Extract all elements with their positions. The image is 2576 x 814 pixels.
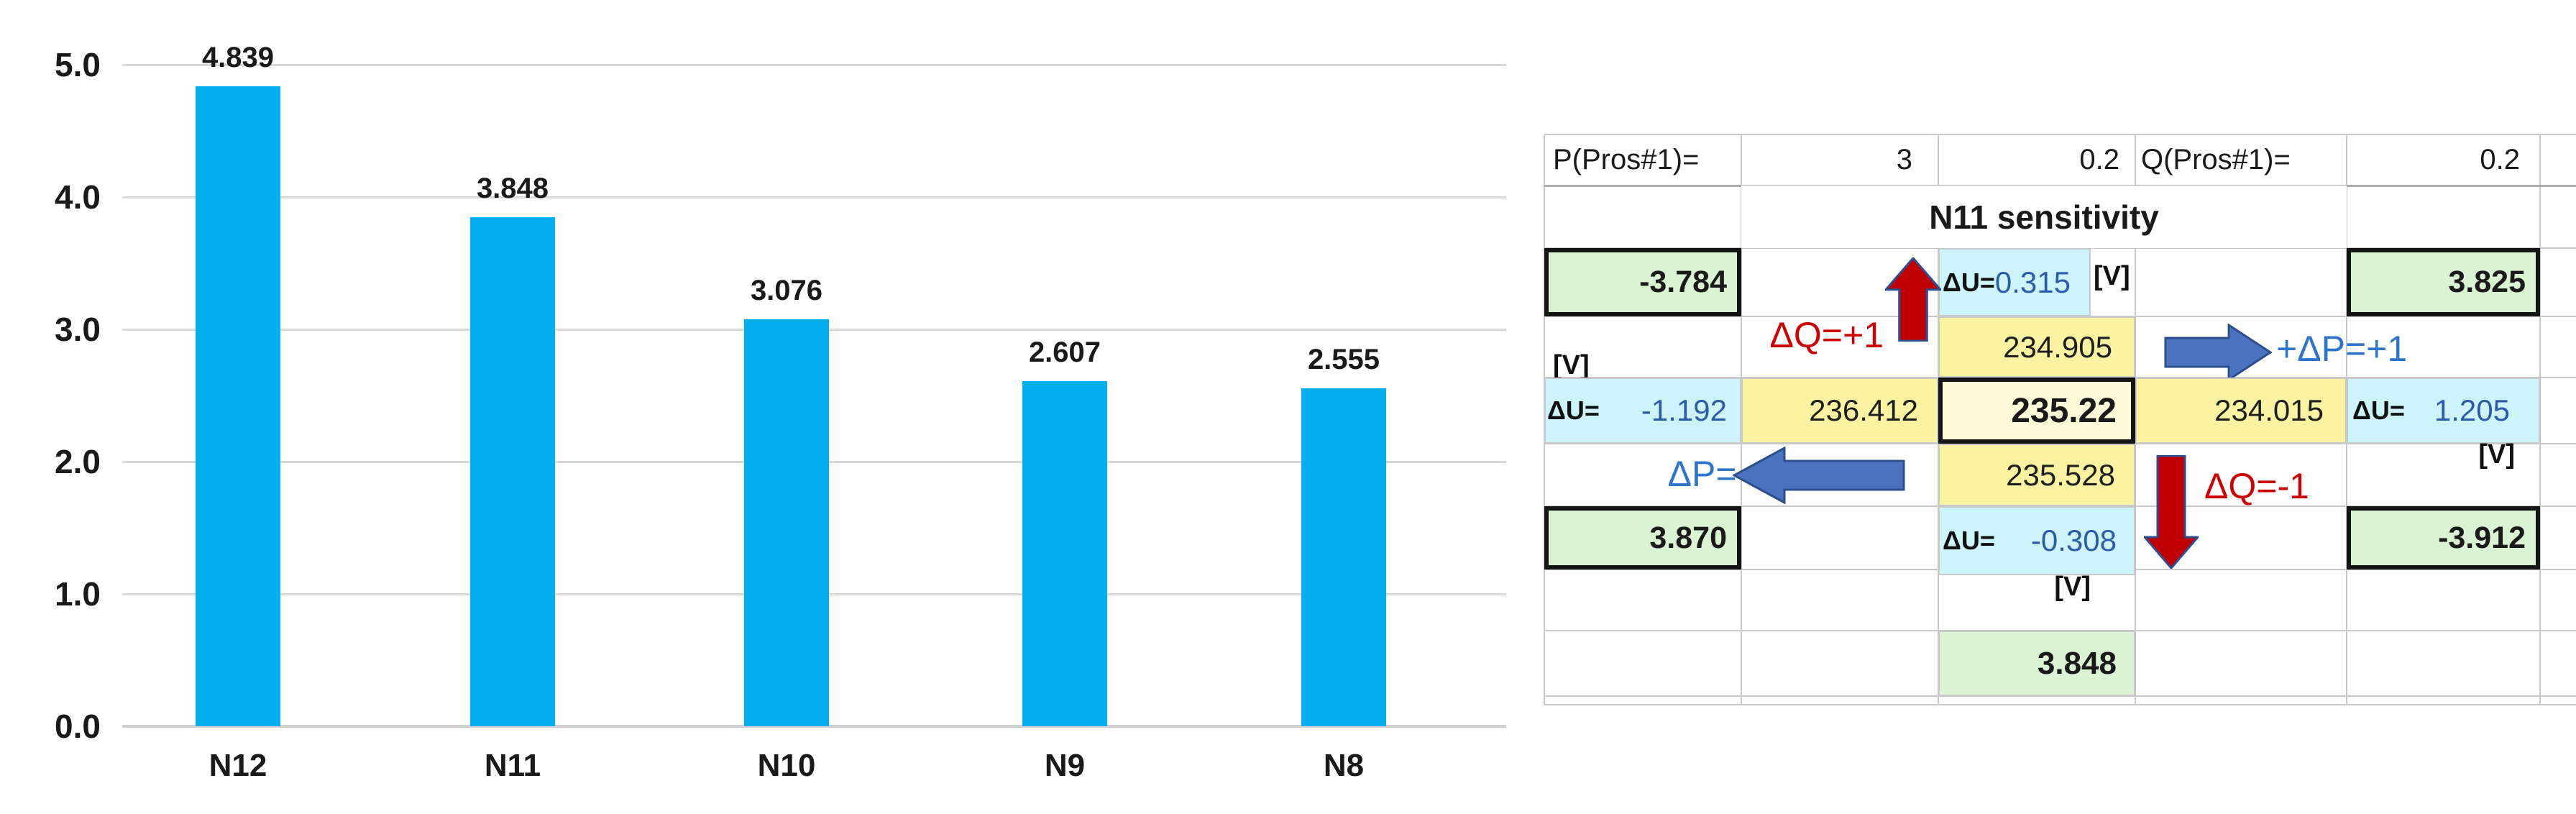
bar-value-label: 3.076 — [750, 275, 823, 306]
bar-value-label: 2.607 — [1028, 337, 1101, 368]
volt-unit-left-top: [V] — [1553, 350, 1590, 380]
gridline — [122, 725, 1506, 728]
y-axis-tick-label: 5.0 — [55, 46, 101, 83]
delta-u-label: ΔU= — [1943, 526, 1995, 555]
delta-u-down-value: -0.308 — [2030, 523, 2117, 557]
x-axis-category-label: N10 — [757, 748, 816, 783]
sensitivity-bar-chart: 0.0 1.0 2.0 3.0 4.0 5.0 4.839 N12 3.848 N11 3.076 N… — [55, 42, 1506, 783]
x-axis-category-label: N9 — [1044, 748, 1086, 783]
grid-line — [1544, 134, 2576, 135]
p-aux-value: 0.2 — [2079, 144, 2119, 175]
bar — [744, 319, 829, 726]
sensitivity-p-minus-cell: 3.870 — [1544, 506, 1741, 570]
gridline — [122, 196, 1506, 198]
voltage-left-cell: 236.412 — [1741, 378, 1938, 444]
bar-value-label: 3.848 — [476, 173, 549, 204]
q-param-label: Q(Pros#1)= — [2141, 144, 2291, 175]
volt-unit-right: [V] — [2478, 439, 2515, 470]
bar — [1022, 381, 1107, 726]
grid-line — [1544, 704, 2576, 705]
delta-u-left-cell: ΔU= -1.192 — [1544, 378, 1741, 444]
x-axis-category-label: N12 — [208, 748, 267, 783]
bar — [1301, 388, 1386, 726]
p-param-label: P(Pros#1)= — [1553, 144, 1700, 175]
delta-q-minus-annotation: ΔQ=-1 — [2204, 466, 2309, 506]
delta-u-right-value: 1.205 — [2434, 393, 2510, 427]
y-axis-tick-label: 1.0 — [55, 575, 101, 613]
delta-q-plus-annotation: ΔQ=+1 — [1769, 315, 1884, 355]
delta-p-plus-annotation: +ΔP=+1 — [2276, 329, 2408, 369]
delta-u-label: ΔU= — [2352, 395, 2405, 425]
voltage-down-cell: 235.528 — [1938, 444, 2135, 506]
bar — [196, 86, 280, 726]
sensitivity-q-minus-cell: -3.912 — [2347, 506, 2540, 570]
voltage-up-cell: 234.905 — [1938, 316, 2135, 378]
grid-line — [2539, 134, 2541, 705]
x-axis-category-label: N11 — [484, 748, 541, 783]
y-axis-tick-label: 0.0 — [55, 708, 101, 745]
delta-u-label: ΔU= — [1547, 395, 1600, 425]
sensitivity-p-plus-cell: 3.825 — [2347, 248, 2540, 316]
delta-u-up-cell: ΔU= 0.315 — [1938, 248, 2091, 316]
volt-unit-up: [V] — [2094, 261, 2130, 291]
volt-unit-down: [V] — [2054, 572, 2091, 602]
sheet-title: N11 sensitivity — [1741, 186, 2347, 248]
p-param-value: 3 — [1896, 144, 1912, 175]
y-axis-tick-label: 2.0 — [55, 443, 101, 480]
x-axis-category-label: N8 — [1323, 748, 1365, 783]
n11-sensitivity-sheet: P(Pros#1)= 3 0.2 Q(Pros#1)= 0.2 N11 sens… — [1544, 134, 2576, 705]
grid-line — [1544, 695, 2576, 697]
voltage-center-cell: 235.22 — [1938, 378, 2135, 444]
y-axis-tick-label: 3.0 — [55, 311, 101, 348]
delta-u-label: ΔU= — [1943, 267, 1995, 297]
voltage-right-cell: 234.015 — [2135, 378, 2347, 444]
arrow-down-icon — [2144, 455, 2199, 569]
arrow-up-icon — [1885, 257, 1941, 342]
bar — [470, 217, 555, 726]
bar-value-label: 4.839 — [201, 42, 275, 73]
delta-u-down-cell: ΔU= -0.308 — [1938, 506, 2135, 575]
base-value-cell: 3.848 — [1938, 631, 2135, 696]
gridline — [122, 64, 1506, 66]
y-axis-tick-label: 4.0 — [55, 178, 101, 216]
delta-u-right-cell: ΔU= 1.205 — [2347, 378, 2540, 444]
arrow-left-icon — [1733, 447, 1905, 504]
sensitivity-q-plus-cell: -3.784 — [1544, 248, 1741, 316]
delta-u-up-value: 0.315 — [1994, 265, 2071, 299]
arrow-right-icon — [2164, 324, 2272, 381]
q-param-value: 0.2 — [2480, 144, 2520, 175]
bar-value-label: 2.555 — [1307, 344, 1380, 375]
delta-u-left-value: -1.192 — [1641, 393, 1727, 427]
